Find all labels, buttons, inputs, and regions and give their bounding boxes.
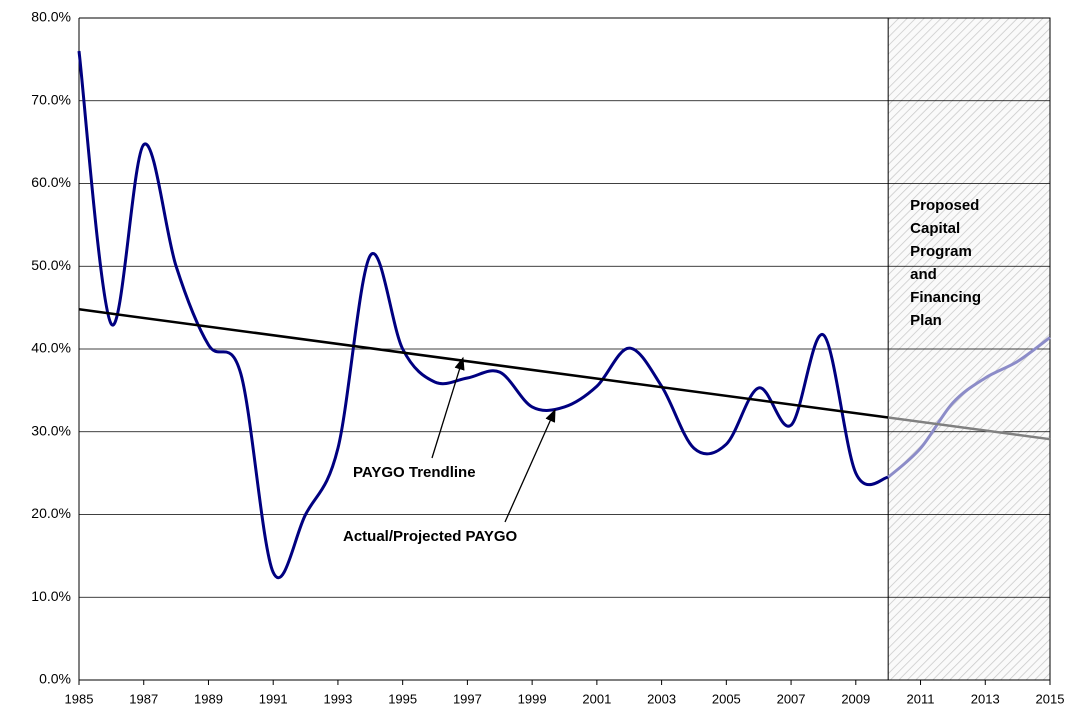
region-label: Plan	[910, 312, 942, 329]
y-tick-label: 50.0%	[31, 257, 71, 273]
y-tick-label: 40.0%	[31, 340, 71, 356]
y-tick-label: 80.0%	[31, 9, 71, 25]
arrow	[431, 356, 465, 459]
x-tick-label: 2013	[971, 691, 1000, 706]
trendline	[78, 308, 889, 419]
region-label: Financing	[910, 289, 981, 306]
x-tick-label: 2003	[647, 691, 676, 706]
y-tick-label: 10.0%	[31, 588, 71, 604]
x-tick-label: 2005	[712, 691, 741, 706]
x-tick-label: 1993	[323, 691, 352, 706]
line-projected	[887, 336, 1051, 479]
x-tick-label: 1989	[194, 691, 223, 706]
x-tick-label: 1991	[259, 691, 288, 706]
x-tick-label: 1987	[129, 691, 158, 706]
trendline-projected	[888, 416, 1051, 441]
x-tick-label: 2015	[1036, 691, 1065, 706]
region-label: Program	[910, 243, 972, 260]
x-tick-label: 1985	[65, 691, 94, 706]
x-tick-label: 1995	[388, 691, 417, 706]
annotation: Actual/Projected PAYGO	[343, 528, 518, 545]
y-tick-label: 0.0%	[39, 671, 71, 687]
region-label: Proposed	[910, 197, 979, 214]
annotation: PAYGO Trendline	[353, 464, 476, 481]
x-tick-label: 1997	[453, 691, 482, 706]
region-label: Capital	[910, 220, 960, 237]
line-series	[77, 50, 889, 580]
x-tick-label: 2011	[907, 691, 935, 706]
arrow	[504, 408, 556, 523]
x-tick-label: 2007	[777, 691, 806, 706]
y-tick-label: 60.0%	[31, 174, 71, 190]
x-tick-label: 2009	[841, 691, 870, 706]
x-tick-label: 2001	[582, 691, 611, 706]
region-label: and	[910, 266, 937, 283]
y-tick-label: 30.0%	[31, 422, 71, 438]
y-tick-label: 70.0%	[31, 91, 71, 107]
x-tick-label: 1999	[518, 691, 547, 706]
y-tick-label: 20.0%	[31, 505, 71, 521]
